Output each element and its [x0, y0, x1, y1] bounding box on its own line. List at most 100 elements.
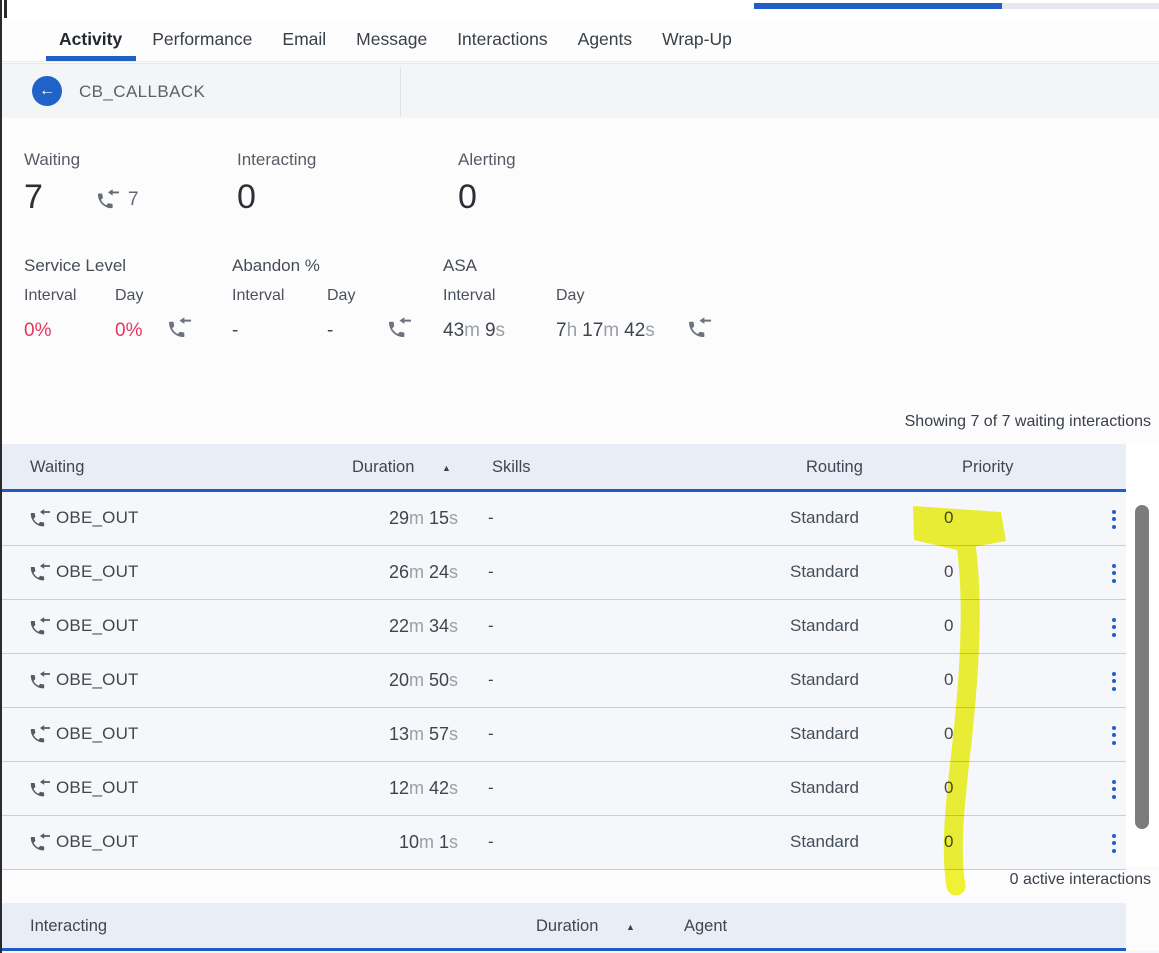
back-button[interactable]: ← — [32, 76, 62, 106]
vertical-scrollbar[interactable] — [1132, 502, 1152, 832]
routing-value: Standard — [790, 832, 859, 851]
alerting-stat-value: 0 — [458, 178, 477, 216]
duration-value: 26m 24s — [388, 562, 458, 582]
progress-bar-track — [1002, 3, 1159, 9]
asa-interval-sec: 9 — [484, 320, 496, 341]
col-routing: Routing — [806, 458, 863, 476]
unit-m: m — [603, 320, 620, 341]
phone-callback-icon — [166, 316, 192, 340]
service-level-day-label: Day — [115, 287, 144, 304]
alerting-stat-label: Alerting — [458, 150, 516, 169]
waiting-media-chip: 7 — [95, 188, 139, 211]
priority-value: 0 — [944, 778, 954, 797]
skills-value: - — [488, 670, 494, 689]
window-left-border — [0, 0, 2, 953]
routing-value: Standard — [790, 562, 859, 581]
row-actions-kebab-icon[interactable] — [1102, 829, 1126, 857]
interaction-queue-name: OBE_OUT — [56, 616, 139, 635]
queue-name: CB_CALLBACK — [79, 82, 206, 101]
tab-performance[interactable]: Performance — [152, 29, 253, 49]
tab-message[interactable]: Message — [356, 29, 428, 49]
tab-wrap-up[interactable]: Wrap-Up — [662, 29, 732, 49]
duration-value: 12m 42s — [388, 778, 458, 798]
abandon-interval-label: Interval — [232, 287, 285, 304]
table-row[interactable]: OBE_OUT 13m 57s - Standard 0 — [2, 708, 1126, 762]
sort-asc-icon[interactable]: ▲ — [442, 463, 451, 473]
waiting-table-body: OBE_OUT 29m 15s - Standard 0 OBE_OUT 26m 2… — [2, 492, 1126, 870]
asa-day-hr: 7 — [556, 320, 567, 341]
row-actions-kebab-icon[interactable] — [1102, 775, 1126, 803]
row-actions-kebab-icon[interactable] — [1102, 721, 1126, 749]
service-level-title: Service Level — [24, 256, 127, 275]
table-row[interactable]: OBE_OUT 12m 42s - Standard 0 — [2, 762, 1126, 816]
tab-email[interactable]: Email — [282, 29, 327, 49]
service-level-day-value: 0% — [115, 320, 143, 341]
tab-activity[interactable]: Activity — [45, 18, 137, 61]
asa-day-label: Day — [556, 287, 585, 304]
waiting-stat-label: Waiting — [24, 150, 81, 169]
unit-s: s — [645, 320, 655, 341]
col-skills: Skills — [492, 458, 531, 476]
abandon-interval-value: - — [232, 320, 239, 341]
skills-value: - — [488, 508, 494, 527]
tab-bar: Activity Performance Email Message Inter… — [2, 18, 1159, 62]
col-duration[interactable]: Duration — [352, 458, 415, 476]
waiting-media-count: 7 — [128, 188, 139, 210]
tab-interactions[interactable]: Interactions — [457, 29, 548, 49]
table-row[interactable]: OBE_OUT 20m 50s - Standard 0 — [2, 654, 1126, 708]
divider — [400, 67, 401, 117]
progress-bar-fill — [754, 3, 1002, 9]
interacting-stat-label: Interacting — [237, 150, 317, 169]
table-row[interactable]: OBE_OUT 10m 1s - Standard 0 — [2, 816, 1126, 870]
row-actions-kebab-icon[interactable] — [1102, 613, 1126, 641]
phone-callback-icon — [28, 724, 51, 745]
phone-callback-icon — [28, 832, 51, 853]
phone-callback-icon — [686, 316, 712, 340]
row-actions-kebab-icon[interactable] — [1102, 667, 1126, 695]
unit-h: h — [566, 320, 578, 341]
interaction-queue-name: OBE_OUT — [56, 508, 139, 527]
table-row[interactable]: OBE_OUT 22m 34s - Standard 0 — [2, 600, 1126, 654]
interacting-stat-value: 0 — [237, 178, 256, 216]
duration-value: 10m 1s — [398, 832, 458, 852]
interaction-queue-name: OBE_OUT — [56, 832, 139, 851]
unit-m: m — [464, 320, 480, 341]
asa-day-sec: 42 — [624, 320, 646, 341]
priority-value: 0 — [944, 832, 954, 851]
col-duration[interactable]: Duration — [536, 917, 599, 935]
interaction-queue-name: OBE_OUT — [56, 562, 139, 581]
phone-callback-icon — [28, 778, 51, 799]
col-waiting: Waiting — [30, 458, 85, 476]
skills-value: - — [488, 724, 494, 743]
asa-interval-min: 43 — [443, 320, 465, 341]
phone-callback-icon — [28, 670, 51, 691]
waiting-table-header: Waiting Duration ▲ Skills Routing Priori… — [2, 444, 1126, 492]
phone-callback-icon — [386, 316, 412, 340]
bottom-strip — [2, 951, 1159, 953]
priority-value: 0 — [944, 670, 954, 689]
tab-agents[interactable]: Agents — [577, 29, 633, 49]
interaction-queue-name: OBE_OUT — [56, 670, 139, 689]
waiting-stat-value: 7 — [24, 178, 43, 216]
priority-value: 0 — [944, 616, 954, 635]
routing-value: Standard — [790, 616, 859, 635]
interacting-table-header: Interacting Duration ▲ Agent — [2, 903, 1126, 951]
table-row[interactable]: OBE_OUT 26m 24s - Standard 0 — [2, 546, 1126, 600]
asa-day-value: 7h 17m 42s — [556, 320, 655, 342]
duration-value: 22m 34s — [388, 616, 458, 636]
abandon-day-value: - — [327, 320, 334, 341]
duration-value: 13m 57s — [388, 724, 458, 744]
sort-asc-icon[interactable]: ▲ — [626, 922, 635, 932]
unit-s: s — [495, 320, 506, 341]
row-actions-kebab-icon[interactable] — [1102, 505, 1126, 533]
row-actions-kebab-icon[interactable] — [1102, 559, 1126, 587]
skills-value: - — [488, 562, 494, 581]
abandon-title: Abandon % — [232, 256, 320, 275]
table-row[interactable]: OBE_OUT 29m 15s - Standard 0 — [2, 492, 1126, 546]
queue-header-row: ← CB_CALLBACK — [2, 63, 1159, 118]
window-corner-mark — [4, 0, 7, 18]
phone-callback-icon — [97, 189, 119, 209]
col-priority: Priority — [962, 458, 1014, 476]
duration-value: 20m 50s — [388, 670, 458, 690]
